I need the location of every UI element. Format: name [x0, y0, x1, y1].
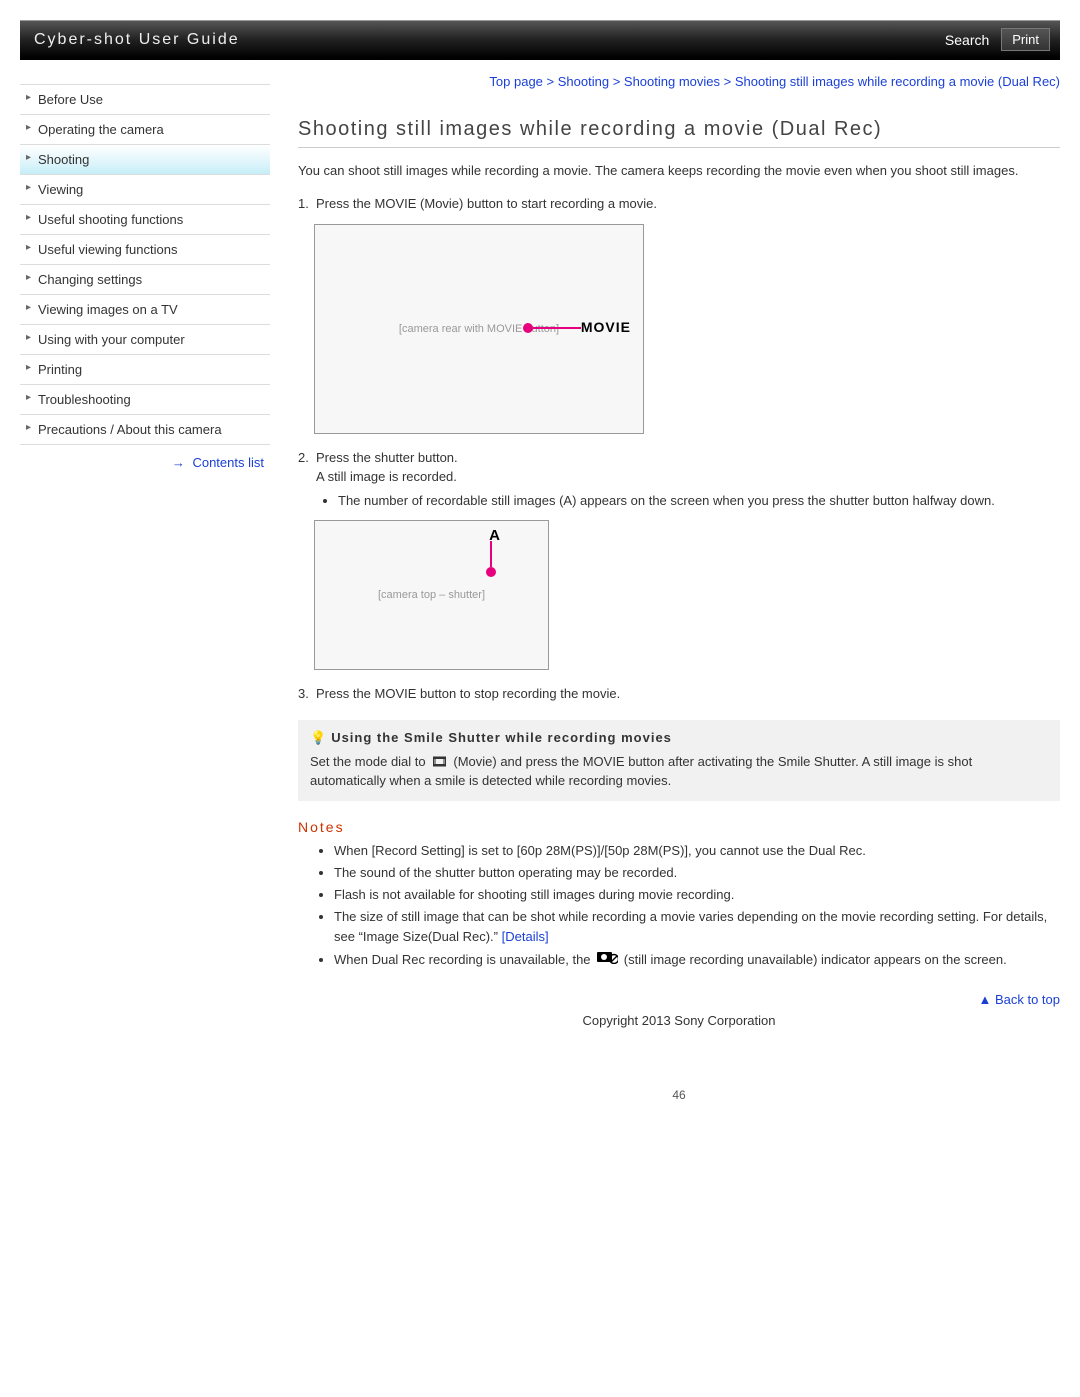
sidebar-item-useful-viewing[interactable]: Useful viewing functions — [20, 235, 270, 265]
print-button[interactable]: Print — [1001, 28, 1050, 51]
header-title: Cyber-shot User Guide — [34, 31, 240, 49]
step-text: Press the MOVIE (Movie) button to start … — [316, 196, 657, 211]
step-2-bullets: The number of recordable still images (A… — [298, 491, 1060, 511]
title-divider — [298, 147, 1060, 148]
sidebar: Before Use Operating the camera Shooting… — [20, 72, 270, 1102]
back-to-top-link[interactable]: Back to top — [995, 992, 1060, 1007]
contents-list: → Contents list — [20, 445, 270, 470]
steps-list: 1.Press the MOVIE (Movie) button to star… — [298, 194, 1060, 704]
note-item: The sound of the shutter button operatin… — [334, 863, 1060, 883]
step-subtext: A still image is recorded. — [316, 467, 457, 487]
tip-title-text: Using the Smile Shutter while recording … — [331, 730, 672, 745]
breadcrumb: Top page > Shooting > Shooting movies > … — [298, 72, 1060, 92]
sidebar-item-viewing[interactable]: Viewing — [20, 175, 270, 205]
step-text: Press the shutter button. — [316, 450, 458, 465]
page-title: Shooting still images while recording a … — [298, 118, 1060, 141]
intro-text: You can shoot still images while recordi… — [298, 162, 1060, 181]
callout-dot-icon — [523, 323, 533, 333]
callout-dot-icon — [486, 567, 496, 577]
bulb-icon: 💡 — [310, 730, 327, 745]
step-2: 2.Press the shutter button. A still imag… — [298, 448, 1060, 671]
main-content: Top page > Shooting > Shooting movies > … — [270, 72, 1060, 1102]
movie-mode-icon: 🎞 — [429, 754, 450, 769]
search-link[interactable]: Search — [945, 32, 989, 48]
notes-list: When [Record Setting] is set to [60p 28M… — [298, 841, 1060, 970]
breadcrumb-top[interactable]: Top page — [489, 74, 543, 89]
step-number: 2. — [298, 448, 316, 468]
note-text: When Dual Rec recording is unavailable, … — [334, 952, 594, 967]
tip-body-pre: Set the mode dial to — [310, 754, 429, 769]
breadcrumb-sep: > — [609, 74, 624, 89]
sidebar-item-operating[interactable]: Operating the camera — [20, 115, 270, 145]
sidebar-nav: Before Use Operating the camera Shooting… — [20, 84, 270, 445]
breadcrumb-shooting[interactable]: Shooting — [558, 74, 609, 89]
breadcrumb-current[interactable]: Shooting still images while recording a … — [735, 74, 1060, 89]
back-to-top: ▲ Back to top — [298, 992, 1060, 1007]
note-item: Flash is not available for shooting stil… — [334, 885, 1060, 905]
breadcrumb-sep: > — [543, 74, 558, 89]
breadcrumb-sep: > — [720, 74, 735, 89]
sidebar-item-useful-shooting[interactable]: Useful shooting functions — [20, 205, 270, 235]
sidebar-item-printing[interactable]: Printing — [20, 355, 270, 385]
figure-movie-button: [camera rear with MOVIE button] MOVIE — [314, 224, 644, 434]
copyright: Copyright 2013 Sony Corporation — [298, 1013, 1060, 1028]
step-1: 1.Press the MOVIE (Movie) button to star… — [298, 194, 1060, 434]
tip-box: 💡 Using the Smile Shutter while recording… — [298, 720, 1060, 801]
note-item: When [Record Setting] is set to [60p 28M… — [334, 841, 1060, 861]
step-text: Press the MOVIE button to stop recording… — [316, 686, 620, 701]
contents-list-link[interactable]: Contents list — [192, 455, 264, 470]
up-triangle-icon: ▲ — [978, 992, 994, 1007]
note-item: When Dual Rec recording is unavailable, … — [334, 950, 1060, 971]
tip-body: Set the mode dial to 🎞 (Movie) and press… — [310, 752, 1048, 791]
step-3: 3.Press the MOVIE button to stop recordi… — [298, 684, 1060, 704]
step-number: 3. — [298, 684, 316, 704]
callout-line-icon — [490, 541, 492, 567]
sidebar-item-changing-settings[interactable]: Changing settings — [20, 265, 270, 295]
details-link[interactable]: [Details] — [502, 929, 549, 944]
sidebar-item-shooting[interactable]: Shooting — [20, 145, 270, 175]
still-unavailable-icon — [594, 950, 620, 970]
figure-shutter-a: [camera top – shutter] A — [314, 520, 549, 670]
note-text: The size of still image that can be shot… — [334, 909, 1047, 944]
header-right: Search Print — [945, 28, 1050, 51]
note-text: (still image recording unavailable) indi… — [620, 952, 1007, 967]
step-2-bullet: The number of recordable still images (A… — [338, 491, 1060, 511]
header-bar: Cyber-shot User Guide Search Print — [20, 20, 1060, 60]
sidebar-item-computer[interactable]: Using with your computer — [20, 325, 270, 355]
figure-placeholder: [camera top – shutter] — [378, 587, 485, 604]
sidebar-item-precautions[interactable]: Precautions / About this camera — [20, 415, 270, 445]
sidebar-item-tv[interactable]: Viewing images on a TV — [20, 295, 270, 325]
sidebar-item-before-use[interactable]: Before Use — [20, 85, 270, 115]
figure-placeholder: [camera rear with MOVIE button] — [399, 321, 559, 338]
notes-heading: Notes — [298, 819, 1060, 835]
sidebar-item-troubleshooting[interactable]: Troubleshooting — [20, 385, 270, 415]
movie-label: MOVIE — [581, 317, 631, 338]
step-number: 1. — [298, 194, 316, 214]
tip-title: 💡 Using the Smile Shutter while recording… — [310, 730, 1048, 746]
page-number: 46 — [298, 1088, 1060, 1102]
note-item: The size of still image that can be shot… — [334, 907, 1060, 947]
arrow-right-icon: → — [172, 455, 185, 470]
callout-line-icon — [533, 327, 581, 329]
breadcrumb-movies[interactable]: Shooting movies — [624, 74, 720, 89]
